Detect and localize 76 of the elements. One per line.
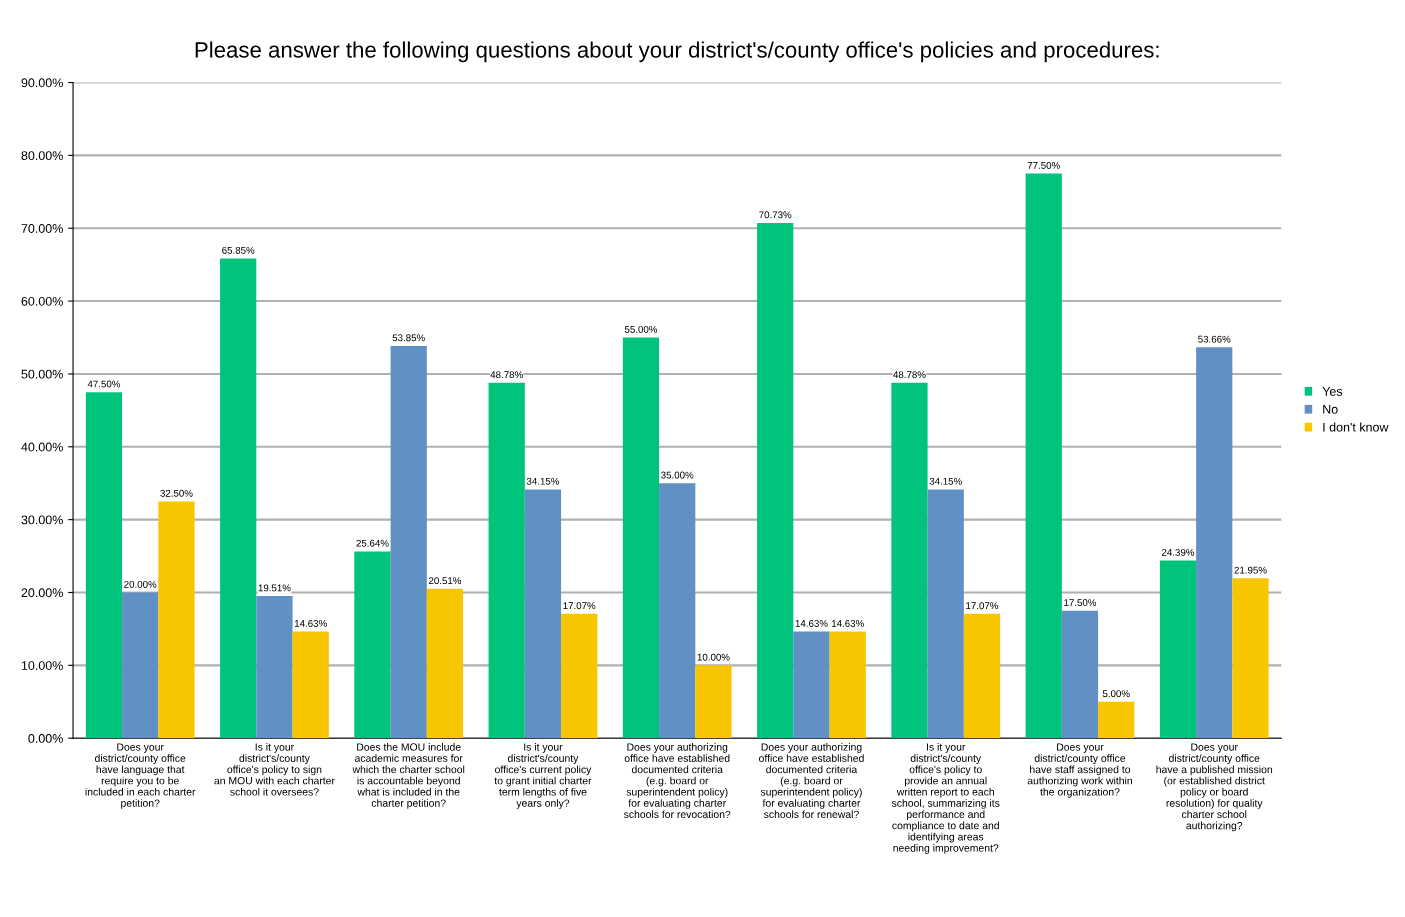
data-label: 24.39% — [1161, 548, 1195, 556]
data-label: 48.78% — [893, 371, 926, 379]
data-label: 14.63% — [831, 620, 864, 627]
y-tick-label: 70.00% — [21, 224, 63, 233]
bar — [927, 489, 964, 739]
bar — [220, 258, 257, 739]
bar — [829, 631, 866, 739]
data-label: 21.95% — [1234, 566, 1267, 574]
data-label: 34.15% — [526, 477, 560, 485]
legend-label: I don't know — [1323, 422, 1389, 432]
y-tick-label: 90.00% — [21, 78, 63, 88]
y-tick-label: 30.00% — [21, 515, 63, 525]
data-label: 48.78% — [490, 371, 523, 379]
x-tick-label: Is it your district's/county office's current policy to grant initial charter term lengths of five years only? — [494, 743, 592, 809]
bar — [963, 613, 1001, 739]
bar — [561, 613, 598, 739]
data-label: 25.64% — [356, 539, 389, 547]
bar — [292, 631, 329, 739]
bar — [891, 382, 928, 739]
bar — [85, 392, 123, 739]
bar — [390, 345, 427, 739]
data-label: 14.63% — [294, 620, 327, 627]
data-label: 20.00% — [124, 580, 157, 588]
y-tick-label: 0.00% — [28, 733, 63, 743]
bar — [354, 551, 391, 739]
data-label: 5.00% — [1102, 690, 1130, 698]
x-tick-label: Does your district/county office have staff assigned to authorizing work within the organization? — [1027, 743, 1132, 798]
data-label: 17.50% — [1064, 599, 1097, 606]
data-label: 53.85% — [392, 334, 425, 342]
data-label: 32.50% — [160, 489, 193, 497]
bar — [524, 489, 562, 739]
bar — [158, 501, 195, 739]
chart-title: Please answer the following questions about your district's/county office's policies and procedures: — [195, 41, 1159, 63]
data-label: 20.51% — [428, 577, 462, 585]
bar — [488, 382, 525, 739]
legend-label: Yes — [1322, 387, 1343, 396]
x-tick-label: Does your district/county office have language that require you to be included in each charter petition? — [85, 743, 196, 809]
data-label: 77.50% — [1027, 162, 1060, 169]
data-label: 17.07% — [563, 602, 596, 610]
bar — [1025, 173, 1062, 739]
data-label: 19.51% — [258, 584, 291, 592]
data-label: 47.50% — [87, 380, 121, 388]
x-tick-label: Does the MOU include academic measures for which the charter school is accountable beyond what is included in the charter petition? — [352, 743, 465, 809]
data-label: 35.00% — [661, 471, 694, 479]
data-label: 70.73% — [759, 211, 792, 219]
y-tick-label: 60.00% — [21, 296, 63, 306]
y-tick-label: 80.00% — [21, 151, 63, 161]
bar — [659, 483, 696, 739]
x-tick-label: Is it your district's/county office's policy to sign an MOU with each charter school it oversees? — [214, 743, 335, 796]
legend-label: No — [1323, 404, 1338, 414]
bar — [1061, 610, 1099, 739]
bar — [793, 631, 830, 739]
bar — [122, 592, 159, 739]
bar — [695, 665, 732, 739]
y-tick-label: 10.00% — [21, 661, 63, 670]
x-tick-label: Does your district/county office have a published mission (or established district policy or board resolution) for quality charter school authorizing? — [1156, 743, 1273, 832]
y-tick-label: 40.00% — [21, 442, 63, 452]
x-tick-label: Does your authorizing office have established documented criteria (e.g. board or superintendent policy) for evaluating charter schools for revocation? — [623, 743, 731, 819]
bar — [757, 222, 794, 739]
data-label: 10.00% — [697, 653, 730, 661]
x-tick-label: Does your authorizing office have established documented criteria (e.g. board or superintendent policy) for evaluating charter schools for renewal? — [759, 743, 864, 819]
data-label: 34.15% — [929, 477, 962, 485]
bar — [1196, 347, 1233, 739]
category-label: Is it your district's/county office's policy to provide an annual written report to each school, summarizing its performance and compliance to date and identifying areas needing improvement? — [891, 743, 1000, 854]
data-label: 65.85% — [222, 246, 255, 254]
bar — [1159, 560, 1197, 739]
data-label: 14.63% — [795, 620, 828, 627]
bar — [1098, 701, 1135, 739]
data-label: 17.07% — [966, 602, 999, 610]
data-label: 55.00% — [624, 325, 658, 333]
y-tick-label: 20.00% — [21, 588, 63, 598]
data-label: 53.66% — [1198, 335, 1231, 343]
bar — [622, 337, 660, 739]
y-tick-label: 50.00% — [21, 369, 63, 379]
bar — [426, 588, 464, 739]
bar — [1232, 578, 1269, 739]
